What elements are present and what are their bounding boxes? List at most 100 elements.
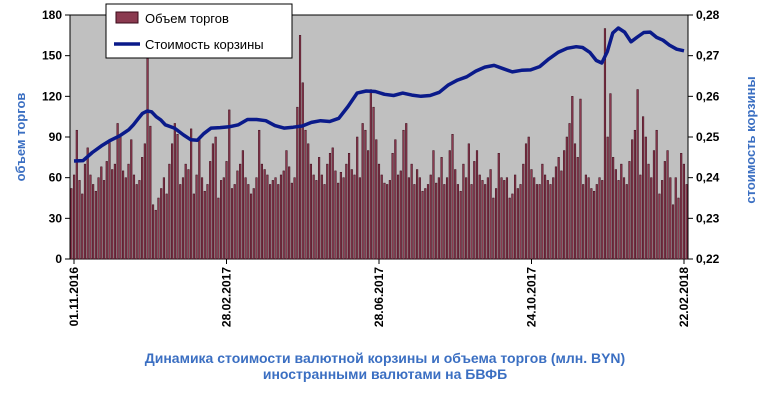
volume-bar [410, 163, 413, 260]
volume-bar [625, 184, 628, 260]
volume-bar [271, 180, 274, 260]
volume-bar [239, 163, 242, 260]
volume-bar [241, 150, 244, 260]
volume-bar [614, 169, 617, 260]
volume-bar [361, 123, 364, 260]
volume-bar [416, 169, 419, 260]
volume-bar [138, 180, 141, 260]
volume-bar [486, 177, 489, 260]
volume-bar [484, 184, 487, 260]
volume-bar [522, 163, 525, 260]
volume-bar [508, 197, 511, 260]
volume-bar [669, 177, 672, 260]
volume-bar [173, 123, 176, 260]
volume-bar [573, 143, 577, 260]
volume-bar [192, 193, 195, 260]
right-tick-label: 0,25 [696, 130, 720, 144]
volume-bar [116, 123, 119, 260]
volume-bar [388, 180, 391, 260]
volume-bar [263, 169, 266, 260]
volume-bar [465, 177, 468, 260]
volume-bar [113, 163, 116, 260]
volume-bar [470, 184, 473, 260]
volume-bar [236, 170, 239, 260]
volume-bar [179, 184, 182, 260]
volume-bar [682, 163, 685, 260]
volume-bar [576, 157, 579, 260]
volume-bar [135, 184, 138, 260]
volume-bar [211, 143, 214, 260]
volume-bar [165, 193, 168, 260]
volume-bar [473, 161, 476, 260]
volume-bar [595, 184, 598, 260]
volume-bar [516, 188, 519, 260]
volume-bar [108, 139, 111, 260]
right-tick-label: 0,26 [696, 89, 720, 103]
volume-bar [451, 134, 454, 260]
legend-line-label: Стоимость корзины [145, 37, 264, 52]
volume-bar [304, 129, 307, 260]
volume-bar [203, 190, 206, 260]
basket-value-line [73, 26, 685, 163]
volume-bar [122, 170, 125, 260]
left-tick-label: 150 [42, 49, 62, 63]
volume-bar [481, 180, 484, 260]
volume-bar [100, 166, 103, 260]
volume-bar [652, 150, 656, 260]
volume-bar [81, 193, 84, 260]
volume-bar [233, 184, 236, 260]
right-tick-label: 0,27 [696, 49, 720, 63]
volume-bar [514, 174, 517, 260]
volume-bar [334, 170, 337, 260]
volume-bar [519, 184, 522, 260]
volume-bar [222, 177, 225, 260]
volume-bar [102, 180, 106, 260]
right-tick-label: 0,24 [696, 171, 720, 185]
volume-bar [198, 139, 201, 260]
volume-bar [70, 188, 73, 260]
volume-bar [339, 171, 342, 260]
volume-bar [535, 184, 538, 260]
volume-bar [290, 182, 293, 260]
volume-bar [601, 180, 604, 260]
volume-bar [554, 166, 558, 260]
volume-bar [320, 174, 323, 260]
volume-bar [475, 150, 479, 260]
volume-bar [609, 93, 612, 260]
left-axis-title: объем торгов [13, 93, 28, 182]
volume-bar [680, 153, 683, 260]
volume-bar [350, 169, 353, 260]
volume-bar [187, 169, 190, 260]
volume-bar [157, 197, 160, 260]
volume-bar [462, 163, 465, 260]
volume-bar [111, 169, 114, 260]
volume-bar [524, 143, 528, 260]
chart-title: Динамика стоимости валютной корзины и об… [0, 350, 770, 382]
volume-bar [432, 150, 435, 260]
volume-bar [92, 184, 95, 260]
volume-bar [478, 174, 481, 260]
volume-bar [141, 157, 144, 260]
volume-bar [571, 96, 574, 260]
volume-bar [143, 143, 146, 260]
volume-bar [75, 129, 78, 260]
volume-bar [309, 163, 312, 260]
volume-bar [598, 177, 601, 260]
volume-bar [369, 89, 372, 260]
volume-bar [440, 157, 443, 260]
volume-bar [426, 184, 430, 260]
right-axis-ticks: 0,22 0,23 0,24 0,25 0,26 0,27 0,28 [688, 8, 720, 266]
volume-bar [296, 106, 299, 260]
left-tick-label: 60 [49, 171, 63, 185]
volume-bar [617, 180, 620, 260]
volume-bar [105, 161, 108, 260]
volume-bar [546, 180, 549, 260]
right-tick-label: 0,23 [696, 211, 720, 225]
volume-bar [358, 177, 362, 260]
volume-bar [429, 174, 432, 260]
volume-bar [437, 177, 440, 260]
volume-bar [195, 174, 198, 260]
volume-bar [220, 180, 223, 260]
volume-bar [119, 134, 122, 260]
volume-bar [511, 193, 514, 260]
